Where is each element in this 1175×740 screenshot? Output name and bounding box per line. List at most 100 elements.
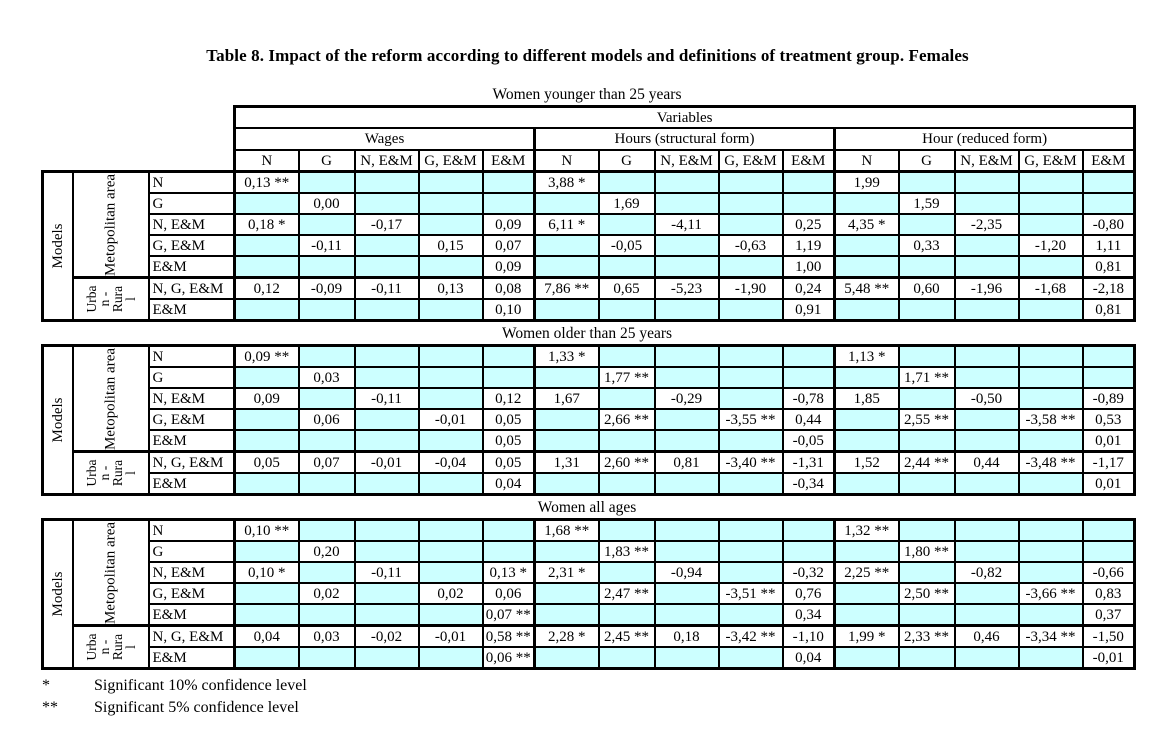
table-cell (533, 234, 600, 257)
table-cell: -3,55 ** (717, 408, 784, 431)
table-cell (833, 408, 900, 431)
table-cell (653, 408, 720, 431)
table-cell: -0,82 (953, 561, 1020, 584)
table-cell: 0,05 (481, 450, 536, 474)
area-label-metropolitan-text: Metopolitan area (102, 521, 118, 624)
table-cell (233, 408, 300, 431)
table-cell (717, 472, 784, 496)
table-cell (653, 298, 720, 322)
table-cell (417, 540, 484, 563)
table-cell (597, 255, 656, 279)
table-cell (1017, 429, 1084, 453)
table-cell: 0,09 (481, 213, 536, 236)
table-cell (417, 387, 484, 410)
area-label-urban-rural: Urba n - Rura l (71, 276, 150, 322)
table-cell (953, 234, 1020, 257)
table-cell (897, 387, 956, 410)
table-row: G 0,00 1,69 1,59 (43, 192, 1137, 215)
col-header: N, E&M (953, 149, 1020, 173)
table-cell (233, 603, 300, 627)
table-cell (953, 518, 1020, 542)
table-row: E&M 0,05 -0,05 0,01 (43, 429, 1136, 453)
header-spacer (43, 107, 235, 172)
table-cell: 0,91 (781, 298, 836, 322)
table-cell (597, 344, 656, 368)
table-cell (597, 603, 656, 627)
table-cell: 4,35 * (833, 213, 900, 236)
table-cell (953, 408, 1020, 431)
table-cell (653, 429, 720, 453)
group-header-hours-structural: Hours (structural form) (533, 127, 836, 151)
table-cell: 0,20 (297, 540, 356, 563)
table-cell (1081, 540, 1136, 563)
table-cell (533, 298, 600, 322)
col-header: G (597, 149, 656, 173)
table-cell: 0,25 (781, 213, 836, 236)
table-cell: 0,12 (481, 387, 536, 410)
results-table-older: Models Metopolitan area N 0,09 ** 1,33 * 1,13… (41, 344, 1136, 496)
col-header: E&M (781, 149, 836, 173)
table-cell: 2,66 ** (597, 408, 656, 431)
table-cell (897, 646, 956, 670)
section-caption-older: Women older than 25 years (501, 325, 673, 342)
table-cell (297, 170, 356, 194)
table-cell (233, 646, 300, 670)
table-cell: 0,81 (1081, 255, 1137, 279)
section-caption-younger: Women younger than 25 years (492, 86, 682, 103)
table-cell: 0,07 ** (481, 603, 536, 627)
table-cell (297, 213, 356, 236)
table-cell: -0,80 (1081, 213, 1137, 236)
footnote-5pct: ** Significant 5% confidence level (42, 697, 1175, 719)
table-cell (653, 603, 720, 627)
table-cell (533, 582, 600, 605)
models-label-text: Models (49, 223, 66, 269)
table-cell: -3,58 ** (1017, 408, 1084, 431)
table-cell: -3,42 ** (717, 624, 784, 648)
table-cell: 0,44 (781, 408, 836, 431)
table-cell (1081, 366, 1136, 389)
table-cell (233, 582, 300, 605)
table-cell (481, 170, 536, 194)
table-cell (1017, 561, 1084, 584)
table-cell (897, 429, 956, 453)
table-cell (353, 408, 420, 431)
table-cell: -3,51 ** (717, 582, 784, 605)
table-cell (597, 646, 656, 670)
table-cell (781, 192, 836, 215)
table-cell (653, 472, 720, 496)
group-header-wages: Wages (233, 127, 536, 151)
table-cell: -0,17 (353, 213, 420, 236)
variables-header: Variables (232, 105, 1137, 129)
table-cell: -0,01 (417, 408, 484, 431)
table-cell (1017, 518, 1084, 542)
table-cell (953, 603, 1020, 627)
results-table-all-ages: Models Metopolitan area N 0,10 ** 1,68 ** 1,3… (41, 518, 1136, 670)
table-cell: -1,96 (953, 276, 1020, 300)
table-cell: -4,11 (653, 213, 720, 236)
table-cell (297, 561, 356, 584)
table-cell: 1,52 (833, 450, 900, 474)
table-row: N, E&M 0,10 * -0,11 0,13 * 2,31 * -0,94 -0,32 2… (43, 561, 1136, 584)
table-cell (953, 344, 1020, 368)
table-cell (353, 603, 420, 627)
table-cell: 3,88 * (533, 170, 600, 194)
table-row: G 0,20 1,83 ** 1,80 ** (43, 540, 1136, 563)
table-cell (717, 518, 784, 542)
table-cell: -0,89 (1081, 387, 1136, 410)
area-label-urban-rural-text: Urba n - Rura l (83, 459, 138, 487)
table-cell (353, 234, 420, 257)
table-row: E&M 0,04 -0,34 0,01 (43, 472, 1136, 496)
table-cell (953, 366, 1020, 389)
table-cell: -0,50 (953, 387, 1020, 410)
table-cell: 0,37 (1081, 603, 1136, 627)
results-table-younger: Variables Wages Hours (structural form) … (41, 105, 1137, 322)
area-label-metropolitan: Metopolitan area (71, 170, 150, 279)
table-cell (353, 582, 420, 605)
col-header: N, E&M (353, 149, 420, 173)
table-cell (417, 603, 484, 627)
table-cell (897, 603, 956, 627)
table-cell: -1,50 (1081, 624, 1136, 648)
footnote-text: Significant 10% confidence level (94, 677, 307, 694)
table-cell (781, 540, 836, 563)
table-cell: 0,06 (481, 582, 536, 605)
